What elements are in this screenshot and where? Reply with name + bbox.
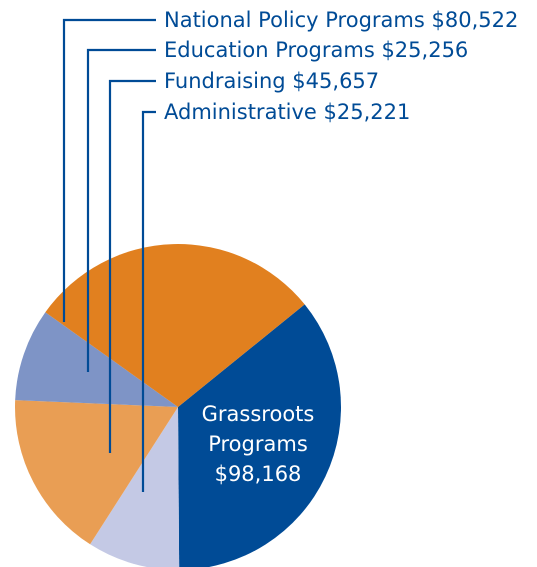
leader-line — [108, 79, 156, 453]
leader-lines — [62, 18, 156, 492]
inner-label-line: Programs — [208, 432, 308, 456]
slice-labels: National Policy Programs $80,522 Educatio… — [164, 8, 518, 124]
slice-label: Education Programs $25,256 — [164, 38, 468, 62]
grassroots-inner-label: Grassroots Programs $98,168 — [202, 402, 315, 486]
pie-slice-grassroots-programs — [178, 304, 341, 567]
inner-label-line: $98,168 — [215, 462, 302, 486]
pie-slice-fundraising — [15, 400, 179, 545]
inner-label-line: Grassroots — [202, 402, 315, 426]
slice-label: Administrative $25,221 — [164, 100, 410, 124]
leader-line — [141, 110, 156, 492]
pie-slices — [15, 244, 341, 567]
slice-label: Fundraising $45,657 — [164, 69, 379, 93]
pie-slice-education-programs — [15, 312, 179, 407]
slice-label: National Policy Programs $80,522 — [164, 8, 518, 32]
leader-line — [62, 18, 156, 322]
pie-slice-administrative — [90, 407, 180, 567]
leader-line — [86, 48, 156, 372]
